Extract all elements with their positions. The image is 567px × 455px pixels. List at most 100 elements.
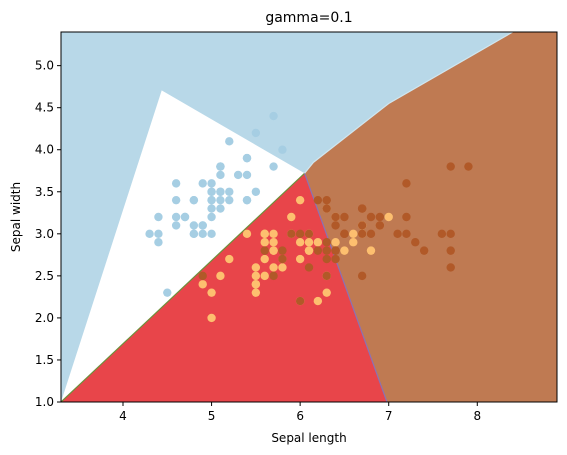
data-point-series-0-3 [171,221,181,230]
data-point-series-2-10 [340,212,349,222]
y-tick-label-4: 3.0 [35,227,54,241]
data-point-series-2-40 [357,221,367,230]
data-point-series-2-23 [322,254,331,264]
decision-boundary-1 [304,173,388,402]
data-point-series-0-6 [171,195,181,205]
data-point-series-0-15 [269,111,278,121]
data-point-series-0-43 [207,187,216,196]
data-point-series-1-33 [295,254,305,264]
data-point-series-0-17 [216,187,225,196]
data-point-series-0-38 [154,229,163,239]
decision-region-class_0-0 [61,32,181,402]
data-point-series-1-13 [304,238,314,247]
data-point-series-0-26 [207,195,216,205]
y-tick-label-5: 3.5 [35,185,54,199]
data-point-series-2-6 [198,271,207,281]
data-point-series-0-46 [216,162,225,171]
data-point-series-1-3 [251,288,261,297]
data-point-series-2-41 [375,221,385,230]
data-point-series-2-43 [366,212,376,222]
data-point-series-2-17 [446,162,455,171]
data-point-series-2-20 [375,212,385,222]
data-point-series-0-10 [242,170,252,180]
data-point-series-2-13 [269,271,278,281]
data-point-series-1-4 [340,246,349,255]
data-point-series-0-18 [269,162,278,171]
chart-title: gamma=0.1 [265,10,352,26]
decision-region-class_0-3 [61,32,513,174]
data-point-series-0-22 [171,179,181,188]
data-point-series-0-16 [242,153,252,163]
decision-region-class_1-1 [61,173,387,402]
data-point-series-2-46 [322,271,331,281]
decision-region-class_2-2 [304,32,557,402]
data-point-series-1-47 [313,238,323,247]
data-point-series-1-37 [322,288,331,297]
data-point-series-1-35 [295,195,305,205]
data-point-series-2-7 [411,238,420,247]
data-point-series-1-20 [287,212,296,222]
data-point-series-2-33 [322,246,331,255]
data-point-series-0-49 [207,204,216,213]
data-point-series-0-21 [216,170,225,180]
data-point-series-1-43 [207,288,216,297]
data-point-series-2-22 [446,246,455,255]
data-point-series-0-14 [278,145,287,154]
x-tick-label-4: 8 [473,409,481,423]
y-tick-label-3: 2.5 [35,269,54,283]
y-tick-label-7: 4.5 [35,101,54,115]
data-point-series-0-1 [198,229,207,239]
data-point-series-0-24 [189,195,199,205]
x-tick-label-2: 6 [296,409,304,423]
data-point-series-1-48 [216,271,225,281]
data-point-series-2-48 [313,195,323,205]
data-point-series-1-49 [269,246,278,255]
data-point-series-1-38 [260,229,269,239]
data-point-series-2-15 [331,212,340,222]
data-point-series-0-27 [225,187,234,196]
data-point-series-0-25 [207,229,216,239]
data-point-series-2-0 [322,204,331,213]
data-point-series-1-10 [207,313,216,323]
data-point-series-2-42 [278,254,287,264]
data-point-series-2-11 [331,254,340,264]
data-point-series-0-33 [251,128,261,138]
y-tick-label-0: 1.0 [35,395,54,409]
plot-area [61,32,557,402]
data-point-series-1-19 [260,271,269,281]
data-point-series-1-34 [242,229,252,239]
data-point-series-0-48 [233,170,243,180]
data-point-series-2-26 [313,246,323,255]
data-point-series-1-40 [251,263,261,272]
data-point-series-2-30 [419,246,429,255]
data-point-series-2-18 [446,263,455,272]
data-point-series-2-27 [304,229,314,239]
data-point-series-2-3 [322,238,331,247]
data-point-series-2-25 [402,212,411,222]
decision-regions [61,32,557,402]
data-point-series-2-21 [260,246,269,255]
data-point-series-1-39 [251,271,261,281]
data-point-series-1-8 [349,238,358,247]
data-point-series-0-28 [225,195,234,205]
data-point-series-2-14 [278,246,287,255]
data-point-series-1-24 [331,238,340,247]
data-point-series-1-45 [269,229,278,239]
data-point-series-2-32 [331,246,340,255]
data-point-series-2-8 [357,271,367,281]
data-point-series-2-34 [304,263,314,272]
data-point-series-2-47 [340,229,349,239]
y-axis-ticks: 1.0 1.5 2.0 2.5 3.0 3.5 4.0 4.5 5.0 [35,59,61,409]
y-axis-label: Sepal width [9,182,23,252]
scatter-points [145,111,473,323]
data-point-series-0-32 [225,137,234,146]
data-point-series-1-44 [260,254,269,264]
data-point-series-0-45 [189,229,199,239]
y-tick-label-6: 4.0 [35,143,54,157]
data-point-series-2-44 [357,204,367,213]
data-point-series-0-35 [207,212,216,222]
data-point-series-1-26 [366,246,376,255]
data-point-series-0-4 [207,179,216,188]
plot-frame [60,31,558,403]
